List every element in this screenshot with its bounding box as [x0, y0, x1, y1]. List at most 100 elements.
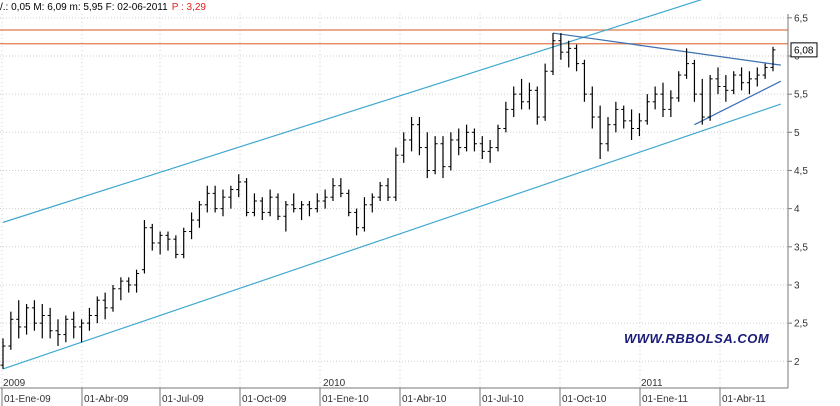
- ohlc-bar: [126, 277, 132, 293]
- y-tick-label: 4,5: [794, 166, 808, 177]
- ohlc-bar: [102, 292, 108, 320]
- ohlc-bar: [699, 78, 705, 125]
- x-tick-label: 01-Oct-10: [562, 394, 607, 405]
- ohlc-bar: [259, 197, 265, 221]
- ohlc-bar: [377, 181, 383, 201]
- year-label: 2009: [3, 378, 26, 389]
- ohlc-bar: [526, 82, 532, 110]
- ohlc-bar: [754, 67, 760, 87]
- ohlc-bar: [684, 48, 690, 79]
- ohlc-bar: [24, 304, 30, 335]
- ohlc-bar: [503, 101, 509, 133]
- ohlc-bar: [283, 201, 289, 232]
- x-tick-label: 01-Abr-11: [722, 394, 766, 405]
- price-axis: 6,565,554,543,532,52: [788, 13, 808, 368]
- ohlc-bar: [448, 132, 454, 171]
- ohlc-bar: [558, 33, 564, 60]
- ohlc-bar: [723, 75, 729, 102]
- ohlc-bar: [354, 208, 360, 236]
- x-tick-label: 01-Ene-09: [4, 394, 51, 405]
- y-tick-label: 6,5: [794, 13, 808, 24]
- ohlc-bar: [731, 71, 737, 95]
- ohlc-bar: [110, 284, 116, 312]
- last-value: 6,08: [794, 45, 814, 56]
- ohlc-bar: [652, 86, 658, 110]
- ohlc-bar: [581, 59, 587, 102]
- y-tick-label: 5,5: [794, 90, 808, 101]
- ohlc-bar: [236, 174, 242, 198]
- ohlc-bar: [71, 311, 77, 339]
- ohlc-bar: [173, 235, 179, 259]
- ohlc-bar: [597, 105, 603, 160]
- ohlc-bar: [267, 189, 273, 217]
- ohlc-bar: [668, 90, 674, 118]
- x-tick-label: 01-Ene-11: [642, 394, 688, 405]
- ohlc-bar: [676, 71, 682, 102]
- ohlc-bar: [479, 136, 485, 160]
- ohlc-bar: [314, 193, 320, 213]
- x-tick-label: 01-Oct-09: [242, 394, 287, 405]
- gridlines: [0, 14, 788, 388]
- ohlc-bar: [149, 223, 155, 251]
- resistance-lines: [0, 29, 788, 45]
- ohlc-bar: [691, 59, 697, 102]
- ohlc-bar: [322, 189, 328, 209]
- ohlc-bar: [511, 86, 517, 118]
- ohlc-bar: [621, 105, 627, 129]
- triangle-upper: [552, 32, 781, 66]
- ohlc-bar: [385, 178, 391, 201]
- ohlc-bar: [63, 315, 69, 343]
- ohlc-bar: [464, 124, 470, 152]
- ohlc-bar: [55, 319, 61, 347]
- ohlc-bar: [0, 338, 6, 369]
- ohlc-bar: [346, 189, 352, 217]
- ohlc-bar: [739, 67, 745, 91]
- ohlc-bar: [79, 319, 85, 343]
- ohlc-bar: [401, 132, 407, 163]
- y-tick-label: 5: [794, 128, 800, 139]
- trend-lines: [2, 0, 782, 370]
- ohlc-bar: [715, 67, 721, 95]
- ohlc-bar: [141, 220, 147, 274]
- time-axis: 01-Ene-09 01-Abr-09 01-Jul-09 01-Oct-09 01-E…: [1, 378, 766, 406]
- ohlc-bar: [275, 193, 281, 221]
- last-value-box: 6,08: [790, 42, 818, 58]
- ohlc-bar: [393, 147, 399, 201]
- ohlc-bar: [204, 185, 210, 213]
- ohlc-bar: [660, 82, 666, 118]
- ohlc-bar: [39, 304, 45, 339]
- y-tick-label: 3,5: [794, 242, 808, 253]
- x-tick-label: 01-Ene-10: [322, 394, 369, 405]
- ohlc-bar: [770, 46, 776, 72]
- ohlc-bar: [118, 277, 124, 301]
- p-value: P : 3,29: [172, 2, 207, 13]
- ohlc-bar: [636, 113, 642, 137]
- ohlc-bar: [456, 128, 462, 156]
- ohlc-bar: [409, 117, 415, 152]
- ohlc-bar: [471, 128, 477, 152]
- x-tick-label: 01-Jul-10: [482, 394, 524, 405]
- ohlc-bar: [762, 63, 768, 79]
- ohlc-bar: [181, 227, 187, 259]
- ohlc-bar: [574, 44, 580, 72]
- ohlc-bar: [495, 124, 501, 152]
- x-tick-label: 01-Jul-09: [162, 394, 204, 405]
- ohlc-bar: [306, 201, 312, 217]
- year-label: 2010: [323, 378, 346, 389]
- ohlc-bar: [519, 78, 525, 110]
- ohlc-bar: [432, 136, 438, 175]
- ohlc-bar: [165, 231, 171, 251]
- ohlc-bar: [47, 307, 53, 339]
- ohlc-bar: [416, 117, 422, 156]
- ohlc-bar: [605, 117, 611, 152]
- ohlc-bar: [251, 193, 257, 217]
- y-tick-label: 2: [794, 357, 800, 368]
- y-tick-label: 4: [794, 204, 800, 215]
- ohlc-bar: [589, 86, 595, 129]
- ohlc-bar: [299, 201, 305, 221]
- y-tick-label: 2,5: [794, 319, 808, 330]
- ohlc-bar: [746, 71, 752, 95]
- ohlc-bar: [94, 296, 100, 324]
